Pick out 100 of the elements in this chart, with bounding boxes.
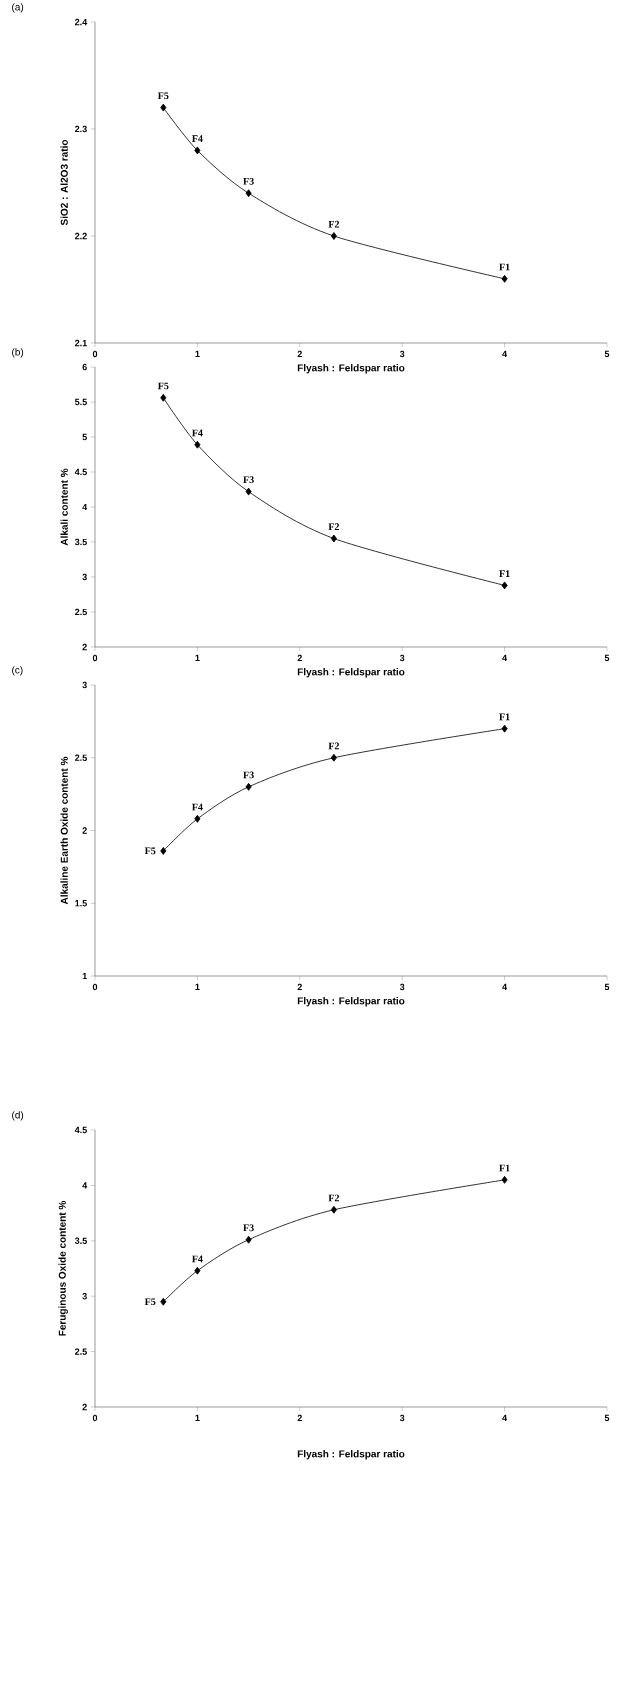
y-axis-title: Alkali content % <box>60 468 68 546</box>
x-tick-label: 0 <box>92 350 98 358</box>
point <box>245 782 252 791</box>
y-tick-label: 2.5 <box>75 1348 87 1355</box>
y-axis-title: Feruginous Oxide content % <box>58 1200 68 1336</box>
point <box>245 189 252 198</box>
annotation: F4 <box>192 1255 203 1263</box>
x-tick-label: 5 <box>604 654 610 662</box>
x-tick-label: 4 <box>502 1414 508 1421</box>
x-tick-label: 1 <box>195 654 200 662</box>
y-tick-label: 3 <box>82 681 87 689</box>
annotation: F3 <box>243 1224 254 1232</box>
x-tick-label: 3 <box>399 654 405 662</box>
y-tick-label: 2.4 <box>75 18 88 26</box>
annotation: F4 <box>192 429 203 437</box>
point <box>160 103 167 112</box>
x-tick-label: 4 <box>502 350 508 358</box>
y-tick-label: 3 <box>82 1293 87 1300</box>
x-axis-title: Flyash : Feldspar ratio <box>297 997 405 1007</box>
x-tick-label: 2 <box>297 983 302 991</box>
point <box>194 1266 201 1275</box>
chart-title: (a) <box>12 3 24 13</box>
y-tick-label: 2.2 <box>75 232 87 240</box>
annotation: F3 <box>243 177 254 185</box>
annotation: F2 <box>328 523 340 530</box>
y-tick-label: 2.5 <box>75 754 87 761</box>
annotation: F5 <box>144 847 156 855</box>
y-tick-label: 2.3 <box>75 125 87 133</box>
y-tick-label: 3.5 <box>74 538 87 546</box>
x-axis-title: Flyash : Feldspar ratio <box>297 1450 405 1460</box>
annotation: F5 <box>144 1298 156 1306</box>
annotation: F1 <box>499 1164 510 1172</box>
y-tick-label: 4.5 <box>74 468 87 476</box>
annotation: F1 <box>499 570 510 577</box>
point <box>160 393 167 402</box>
x-tick-label: 1 <box>195 983 200 990</box>
x-tick-label: 0 <box>92 983 98 991</box>
x-tick-label: 1 <box>195 1414 200 1421</box>
annotation: F4 <box>192 803 203 811</box>
x-tick-label: 3 <box>399 350 405 358</box>
annotation: F3 <box>243 476 254 484</box>
y-tick-label: 1 <box>82 972 87 980</box>
y-tick-label: 2.5 <box>75 608 87 616</box>
point <box>194 814 201 823</box>
y-tick-label: 5.5 <box>74 398 87 406</box>
point <box>501 724 508 733</box>
point <box>160 1297 167 1306</box>
annotation: F1 <box>499 713 510 721</box>
y-tick-label: 1.5 <box>75 900 87 907</box>
annotation: F4 <box>192 135 203 142</box>
annotation: F5 <box>157 92 169 100</box>
point <box>330 753 337 762</box>
y-axis-title: SiO2 : Al2O3 ratio <box>60 139 68 226</box>
point <box>501 274 508 283</box>
point <box>194 146 201 155</box>
x-tick-label: 0 <box>92 654 98 662</box>
y-axis-title: Alkaline Earth Oxide content % <box>60 756 68 905</box>
annotation: F5 <box>157 382 169 390</box>
y-tick-label: 4 <box>82 503 88 511</box>
x-tick-label: 2 <box>297 1414 302 1422</box>
y-tick-label: 5 <box>82 433 87 441</box>
point <box>330 534 337 543</box>
chart-title: (c) <box>12 666 23 676</box>
y-tick-label: 2.1 <box>75 339 87 347</box>
y-tick-label: 6 <box>82 363 87 371</box>
point <box>330 1205 337 1214</box>
point <box>501 581 508 590</box>
y-tick-label: 4.5 <box>74 1126 87 1134</box>
y-tick-label: 2 <box>82 827 87 834</box>
x-tick-label: 0 <box>92 1414 98 1422</box>
point <box>330 232 337 240</box>
x-tick-label: 4 <box>502 654 508 662</box>
chart-title: (d) <box>12 1111 24 1121</box>
point <box>245 1235 252 1244</box>
annotation: F3 <box>243 771 254 779</box>
x-tick-label: 2 <box>297 654 302 662</box>
annotation: F1 <box>499 263 510 271</box>
y-tick-label: 2 <box>82 1403 87 1411</box>
x-tick-label: 5 <box>604 350 610 358</box>
point <box>501 1175 508 1184</box>
x-tick-label: 5 <box>604 983 610 991</box>
point <box>160 846 167 855</box>
x-tick-label: 3 <box>399 983 405 991</box>
y-tick-label: 2 <box>82 643 87 651</box>
x-tick-label: 5 <box>604 1414 610 1422</box>
y-tick-label: 3.5 <box>74 1237 87 1244</box>
x-tick-label: 3 <box>399 1414 405 1422</box>
y-tick-label: 4 <box>82 1182 88 1189</box>
x-axis-title: Flyash : Feldspar ratio <box>297 364 405 374</box>
point <box>245 487 252 496</box>
y-tick-label: 3 <box>82 573 87 581</box>
x-tick-label: 4 <box>502 983 508 990</box>
chart-title: (b) <box>12 348 24 358</box>
point <box>194 440 201 449</box>
annotation: F2 <box>328 1194 340 1202</box>
x-tick-label: 1 <box>195 350 200 358</box>
x-tick-label: 2 <box>297 350 302 358</box>
annotation: F2 <box>328 220 340 228</box>
x-axis-title: Flyash : Feldspar ratio <box>297 668 405 678</box>
annotation: F2 <box>328 742 340 750</box>
